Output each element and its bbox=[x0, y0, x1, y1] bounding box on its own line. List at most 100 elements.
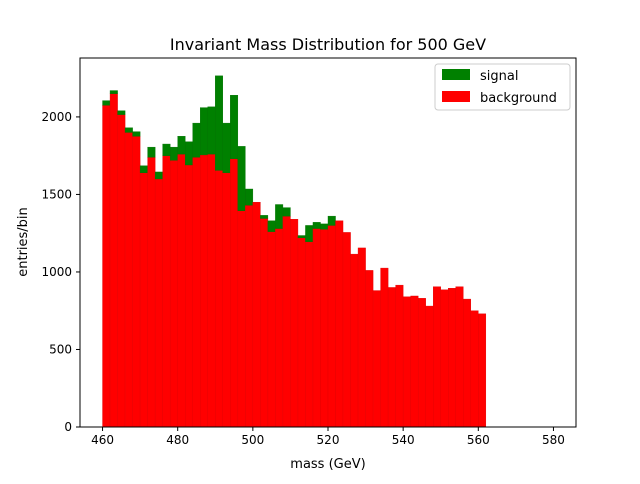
bar-signal bbox=[109, 90, 118, 94]
bar-signal bbox=[320, 223, 329, 230]
x-tick-label: 540 bbox=[392, 433, 415, 447]
x-axis: 460 480 500 520 540 560 580 bbox=[91, 427, 565, 447]
bar-signal bbox=[102, 100, 111, 106]
bar-background bbox=[365, 270, 374, 428]
bar-background bbox=[275, 228, 284, 428]
bar-background bbox=[117, 114, 126, 428]
bar-background bbox=[245, 205, 254, 428]
y-tick-label: 1500 bbox=[41, 187, 72, 201]
bar-signal bbox=[282, 207, 291, 217]
bar-background bbox=[177, 153, 186, 428]
bar-background bbox=[357, 247, 366, 428]
bar-signal bbox=[305, 225, 314, 242]
y-tick-label: 2000 bbox=[41, 110, 72, 124]
bar-signal bbox=[215, 75, 223, 171]
bar-background bbox=[387, 287, 396, 428]
bar-background bbox=[335, 220, 344, 428]
x-tick-label: 480 bbox=[166, 433, 189, 447]
bar-background bbox=[200, 154, 208, 428]
bar-background bbox=[215, 170, 223, 428]
bar-signal bbox=[185, 141, 193, 166]
bar-signal bbox=[200, 107, 208, 156]
x-tick-label: 460 bbox=[91, 433, 114, 447]
bar-background bbox=[282, 215, 291, 428]
y-axis-label: entries/bin bbox=[16, 207, 31, 277]
bar-background bbox=[463, 298, 471, 428]
bar-background bbox=[327, 225, 336, 428]
bar-signal bbox=[117, 110, 126, 115]
bar-signal bbox=[237, 146, 246, 211]
bar-background bbox=[102, 105, 111, 428]
x-tick-label: 580 bbox=[542, 433, 565, 447]
bar-signal bbox=[169, 146, 178, 161]
bar-background bbox=[222, 172, 231, 428]
bar-background bbox=[297, 237, 306, 428]
x-tick-label: 500 bbox=[241, 433, 264, 447]
bar-background bbox=[230, 158, 239, 428]
bar-signal bbox=[162, 143, 171, 156]
bar-background bbox=[305, 241, 314, 428]
bar-background bbox=[440, 289, 449, 428]
bar-background bbox=[154, 178, 163, 428]
bar-background bbox=[402, 296, 411, 428]
legend-label-signal: signal bbox=[480, 69, 518, 84]
bar-background bbox=[417, 298, 426, 428]
bar-signal bbox=[297, 235, 306, 239]
bar-signal bbox=[147, 146, 156, 158]
bar-signal bbox=[124, 127, 133, 133]
bar-background bbox=[410, 295, 419, 428]
bar-background bbox=[139, 172, 148, 428]
x-tick-label: 560 bbox=[467, 433, 490, 447]
bar-signal bbox=[327, 215, 336, 226]
y-axis: 0 500 1000 1500 2000 bbox=[41, 110, 80, 434]
bar-signal bbox=[267, 220, 276, 232]
bar-background bbox=[267, 231, 276, 428]
bar-background bbox=[132, 136, 141, 428]
bar-signal bbox=[154, 171, 163, 180]
bar-signal bbox=[222, 122, 231, 173]
bar-background bbox=[260, 218, 269, 428]
bar-background bbox=[169, 160, 178, 428]
bar-signal bbox=[207, 106, 216, 155]
bar-signal bbox=[245, 188, 254, 206]
bar-background bbox=[342, 232, 351, 428]
bar-background bbox=[320, 229, 329, 428]
bar-background bbox=[124, 132, 133, 428]
bar-signal bbox=[312, 222, 321, 229]
legend-label-background: background bbox=[480, 91, 557, 106]
bar-background bbox=[147, 157, 156, 428]
bar-background bbox=[252, 201, 261, 428]
bar-background bbox=[470, 310, 479, 428]
bar-signal bbox=[230, 95, 239, 159]
bar-background bbox=[207, 153, 216, 428]
bar-background bbox=[372, 290, 381, 428]
bar-background bbox=[395, 284, 404, 428]
y-tick-label: 0 bbox=[64, 420, 72, 434]
chart-title: Invariant Mass Distribution for 500 GeV bbox=[170, 35, 486, 54]
bar-background bbox=[433, 286, 441, 428]
bar-signal bbox=[139, 165, 148, 173]
bar-background bbox=[455, 286, 464, 428]
bar-background bbox=[425, 305, 434, 428]
bar-background bbox=[380, 267, 389, 428]
bar-background bbox=[350, 253, 359, 428]
bars-layer bbox=[102, 75, 487, 428]
x-axis-label: mass (GeV) bbox=[290, 457, 365, 472]
bar-background bbox=[192, 157, 201, 428]
bar-signal bbox=[192, 122, 201, 158]
legend-swatch-background bbox=[442, 91, 470, 102]
bar-signal bbox=[275, 204, 284, 229]
bar-signal bbox=[260, 215, 269, 219]
bar-background bbox=[109, 93, 118, 428]
bar-background bbox=[448, 288, 456, 428]
bar-background bbox=[290, 219, 299, 428]
x-tick-label: 520 bbox=[317, 433, 340, 447]
bar-signal bbox=[177, 136, 186, 155]
bar-background bbox=[162, 155, 171, 428]
bar-background bbox=[237, 210, 246, 428]
legend: signal background bbox=[434, 63, 571, 111]
legend-swatch-signal bbox=[442, 69, 470, 80]
bar-signal bbox=[132, 131, 141, 137]
